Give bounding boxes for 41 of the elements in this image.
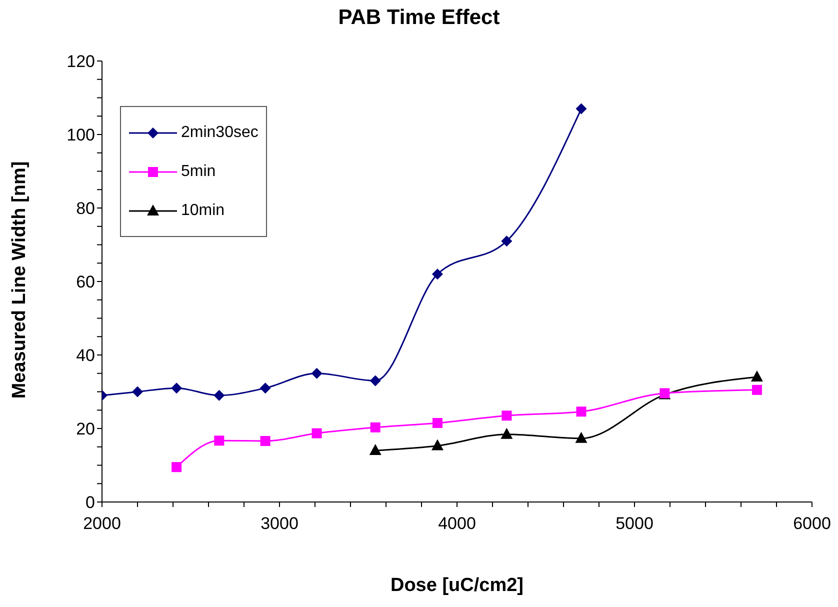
legend-label: 5min: [181, 162, 216, 180]
point: [576, 406, 586, 417]
point: [432, 268, 443, 280]
y-tick-label: 40: [76, 346, 95, 366]
point: [260, 382, 271, 394]
point: [260, 436, 270, 446]
x-tick-label: 6000: [793, 514, 831, 534]
x-tick-label: 5000: [616, 514, 654, 534]
legend-label: 10min: [181, 202, 225, 220]
y-tick-label: 120: [66, 52, 95, 72]
point: [502, 410, 512, 421]
point: [132, 386, 143, 398]
point: [214, 390, 225, 401]
point: [431, 439, 444, 450]
x-tick-label: 4000: [438, 514, 476, 534]
y-tick-label: 20: [76, 420, 95, 439]
legend-label: 2min30sec: [181, 124, 258, 142]
point: [750, 370, 763, 382]
y-tick-label: 100: [66, 126, 95, 145]
y-tick-label: 0: [86, 493, 95, 512]
y-axis-title: Measured Line Width [nm]: [9, 161, 31, 399]
point: [172, 462, 182, 472]
x-axis-title: Dose [uC/cm2]: [389, 575, 525, 597]
point: [576, 103, 587, 114]
point: [311, 368, 322, 379]
point: [214, 436, 224, 446]
point: [575, 432, 588, 443]
y-tick-label: 60: [76, 272, 95, 292]
chart-title: PAB Time Effect: [337, 6, 501, 30]
point: [432, 418, 442, 428]
point: [171, 382, 182, 394]
y-tick-label: 80: [76, 199, 95, 218]
x-tick-label: 2000: [83, 514, 121, 534]
point: [370, 375, 381, 386]
point: [312, 428, 322, 438]
point: [369, 444, 382, 456]
point: [501, 236, 512, 247]
x-tick-label: 3000: [260, 514, 298, 534]
point: [370, 422, 380, 432]
point: [752, 384, 762, 395]
point: [500, 428, 513, 439]
